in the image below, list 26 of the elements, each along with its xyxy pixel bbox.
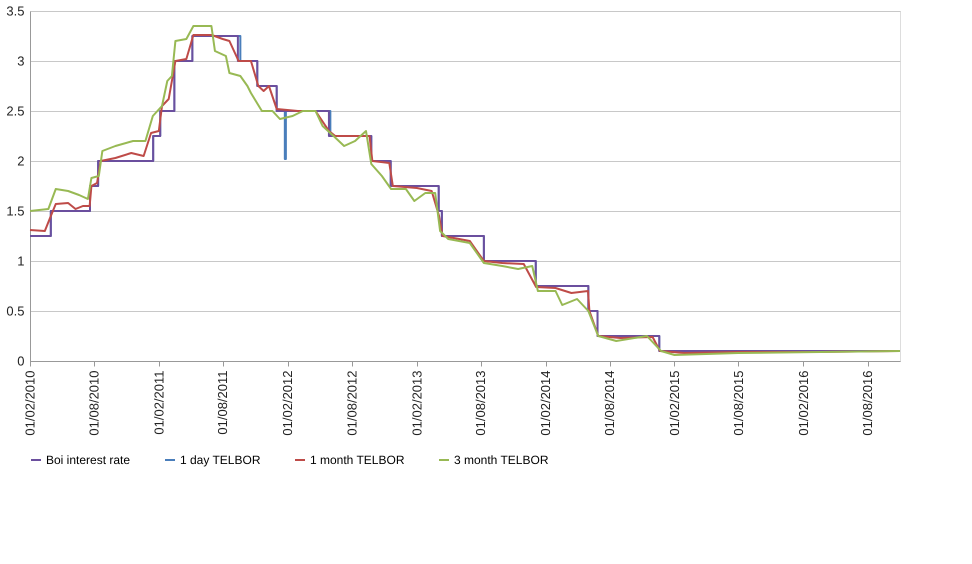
x-tick-label: 01/02/2011 [151, 370, 166, 435]
x-tick-label: 01/02/2015 [666, 370, 682, 436]
y-tick-label: 3 [17, 54, 24, 68]
y-tick-label: 2.5 [6, 104, 24, 118]
x-tick-label: 01/08/2014 [602, 370, 618, 436]
x-tick-label: 01/08/2013 [473, 370, 488, 436]
x-tick-label: 01/08/2011 [215, 370, 230, 435]
y-tick-label: 1.5 [6, 204, 24, 218]
y-tick-label: 3.5 [6, 4, 24, 18]
y-tick-label: 0.5 [6, 304, 24, 318]
y-tick-label: 2 [17, 154, 24, 168]
y-tick-label: 0 [17, 354, 24, 368]
x-tick-label: 01/02/2016 [796, 370, 811, 436]
y-tick-label: 1 [17, 254, 24, 268]
x-tick-label: 01/08/2012 [344, 370, 360, 436]
x-tick-label: 01/08/2016 [860, 370, 876, 436]
x-tick-label: 01/02/2013 [409, 370, 424, 436]
legend-label: 1 day TELBOR [180, 453, 261, 467]
legend-label: 3 month TELBOR [454, 453, 549, 467]
x-tick-label: 01/08/2015 [730, 370, 746, 436]
x-tick-label: 01/02/2010 [22, 370, 38, 436]
x-tick-label: 01/08/2010 [86, 370, 102, 436]
x-tick-label: 01/02/2012 [280, 370, 296, 436]
legend-label: Boi interest rate [46, 453, 130, 467]
legend-label: 1 month TELBOR [310, 453, 405, 467]
x-tick-label: 01/02/2014 [538, 370, 554, 436]
